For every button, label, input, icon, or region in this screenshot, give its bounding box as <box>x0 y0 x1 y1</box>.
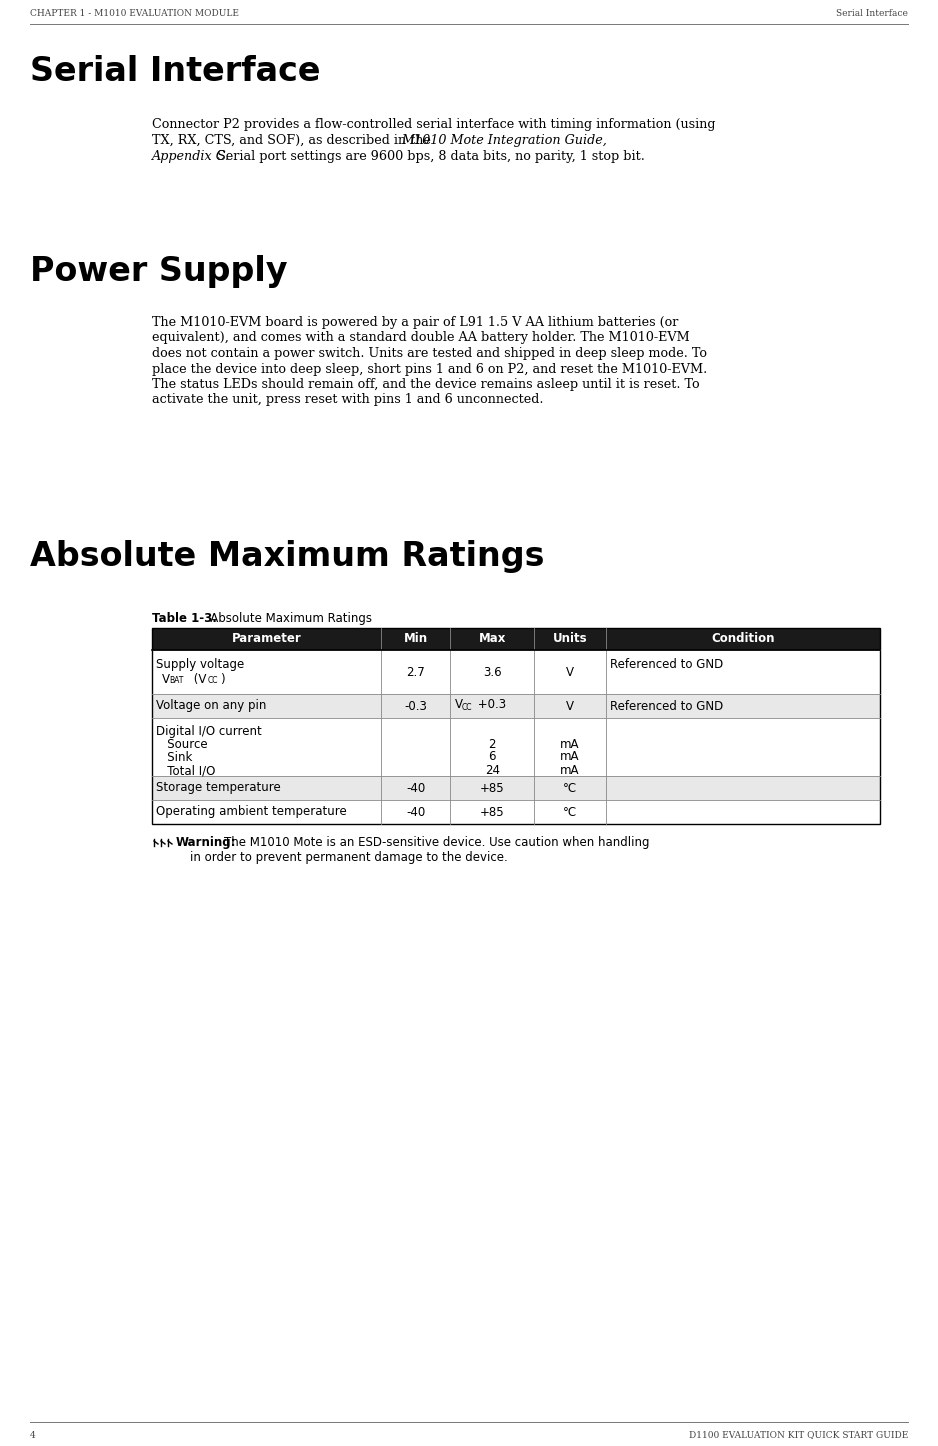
Text: Total I/O: Total I/O <box>156 763 216 777</box>
Bar <box>152 694 880 719</box>
Text: Absolute Maximum Ratings: Absolute Maximum Ratings <box>30 539 544 573</box>
Text: -0.3: -0.3 <box>404 700 428 713</box>
Text: (V: (V <box>190 672 206 685</box>
Text: Sink: Sink <box>156 750 192 763</box>
Text: Parameter: Parameter <box>232 632 301 645</box>
Text: V: V <box>162 672 170 685</box>
Text: Digital I/O current: Digital I/O current <box>156 724 262 737</box>
Text: Units: Units <box>552 632 587 645</box>
Text: 3.6: 3.6 <box>483 665 502 678</box>
Text: D1100 EVALUATION KIT QUICK START GUIDE: D1100 EVALUATION KIT QUICK START GUIDE <box>688 1430 908 1440</box>
Text: Source: Source <box>156 737 207 750</box>
Text: Operating ambient temperature: Operating ambient temperature <box>156 805 347 818</box>
Text: The status LEDs should remain off, and the device remains asleep until it is res: The status LEDs should remain off, and t… <box>152 377 700 390</box>
Bar <box>152 628 880 824</box>
Text: Serial Interface: Serial Interface <box>836 10 908 19</box>
Text: Serial port settings are 9600 bps, 8 data bits, no parity, 1 stop bit.: Serial port settings are 9600 bps, 8 dat… <box>213 150 644 163</box>
Text: Min: Min <box>404 632 428 645</box>
Text: equivalent), and comes with a standard double AA battery holder. The M1010-EVM: equivalent), and comes with a standard d… <box>152 331 689 344</box>
Text: 6: 6 <box>489 750 496 763</box>
Text: 4: 4 <box>30 1430 36 1440</box>
Text: in order to prevent permanent damage to the device.: in order to prevent permanent damage to … <box>190 852 507 865</box>
Text: Supply voltage: Supply voltage <box>156 658 244 671</box>
Text: 2: 2 <box>489 737 496 750</box>
Text: 2.7: 2.7 <box>406 665 425 678</box>
Text: V: V <box>566 665 574 678</box>
Text: TX, RX, CTS, and SOF), as described in the: TX, RX, CTS, and SOF), as described in t… <box>152 134 435 147</box>
Bar <box>152 800 880 824</box>
Text: M1010 Mote Integration Guide,: M1010 Mote Integration Guide, <box>401 134 607 147</box>
Text: °C: °C <box>563 781 577 794</box>
Text: +85: +85 <box>480 805 505 818</box>
Text: Serial Interface: Serial Interface <box>30 55 321 88</box>
Text: Voltage on any pin: Voltage on any pin <box>156 700 266 713</box>
Text: Warning:: Warning: <box>176 836 236 849</box>
Text: ): ) <box>220 672 224 685</box>
Text: mA: mA <box>560 750 580 763</box>
Text: mA: mA <box>560 763 580 777</box>
Text: Max: Max <box>478 632 506 645</box>
Text: Appendix C.: Appendix C. <box>152 150 230 163</box>
Text: The M1010-EVM board is powered by a pair of L91 1.5 V AA lithium batteries (or: The M1010-EVM board is powered by a pair… <box>152 317 678 330</box>
Text: Power Supply: Power Supply <box>30 254 288 288</box>
Text: Condition: Condition <box>711 632 775 645</box>
Text: V: V <box>566 700 574 713</box>
Text: place the device into deep sleep, short pins 1 and 6 on P2, and reset the M1010-: place the device into deep sleep, short … <box>152 363 707 376</box>
Text: BAT: BAT <box>170 675 184 685</box>
Text: +85: +85 <box>480 781 505 794</box>
Text: °C: °C <box>563 805 577 818</box>
Bar <box>152 651 880 694</box>
Bar <box>152 719 880 777</box>
Text: -40: -40 <box>406 781 426 794</box>
Text: Referenced to GND: Referenced to GND <box>610 658 723 671</box>
Text: -40: -40 <box>406 805 426 818</box>
Text: +0.3: +0.3 <box>475 698 507 711</box>
Text: Referenced to GND: Referenced to GND <box>610 700 723 713</box>
Text: mA: mA <box>560 737 580 750</box>
Text: Table 1-3.: Table 1-3. <box>152 612 217 625</box>
Text: CC: CC <box>462 704 473 713</box>
Text: V: V <box>455 698 462 711</box>
Text: Absolute Maximum Ratings: Absolute Maximum Ratings <box>199 612 372 625</box>
Text: Storage temperature: Storage temperature <box>156 781 280 794</box>
Text: 24: 24 <box>485 763 500 777</box>
Text: The M1010 Mote is an ESD-sensitive device. Use caution when handling: The M1010 Mote is an ESD-sensitive devic… <box>224 836 649 849</box>
Text: Connector P2 provides a flow-controlled serial interface with timing information: Connector P2 provides a flow-controlled … <box>152 119 716 132</box>
Text: CC: CC <box>208 675 219 685</box>
Text: does not contain a power switch. Units are tested and shipped in deep sleep mode: does not contain a power switch. Units a… <box>152 347 707 360</box>
Text: activate the unit, press reset with pins 1 and 6 unconnected.: activate the unit, press reset with pins… <box>152 393 543 406</box>
Bar <box>152 777 880 800</box>
Text: CHAPTER 1 - M1010 EVALUATION MODULE: CHAPTER 1 - M1010 EVALUATION MODULE <box>30 10 239 19</box>
Bar <box>152 628 880 651</box>
